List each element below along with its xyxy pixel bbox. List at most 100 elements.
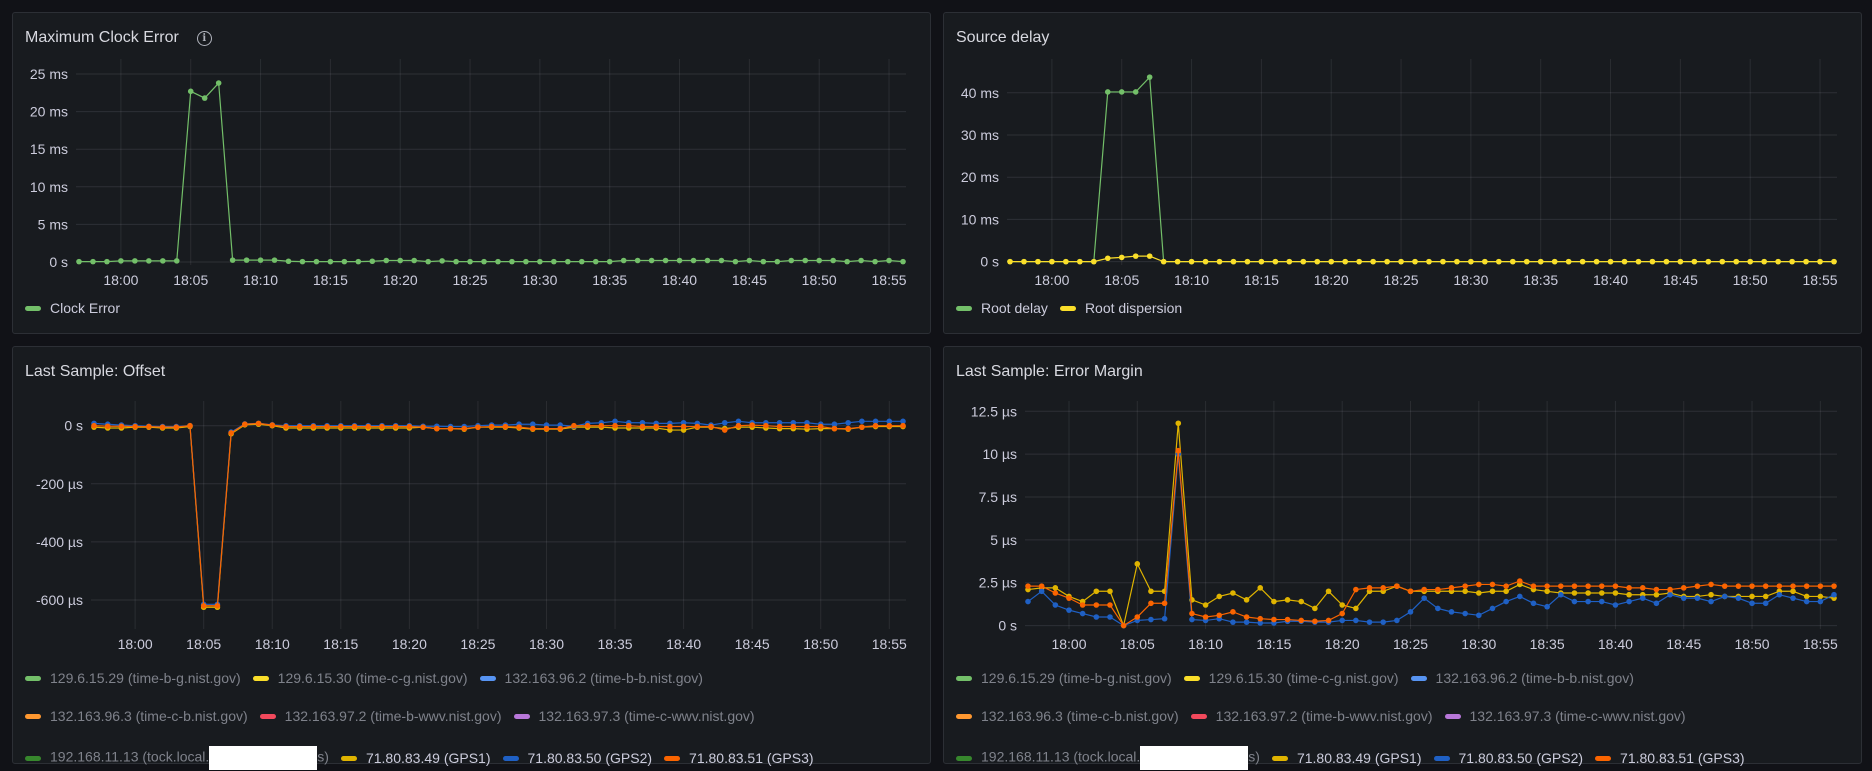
data-point[interactable] (1831, 591, 1837, 598)
data-point[interactable] (1230, 590, 1236, 596)
data-point[interactable] (900, 258, 906, 265)
data-point[interactable] (1776, 591, 1783, 598)
data-point[interactable] (1325, 588, 1332, 595)
data-point[interactable] (425, 258, 431, 265)
data-point[interactable] (690, 257, 697, 264)
data-point[interactable] (1476, 612, 1482, 619)
series-71-80-83-49-gps1-[interactable] (1025, 420, 1837, 629)
data-point[interactable] (214, 602, 221, 609)
data-point[interactable] (76, 258, 82, 265)
data-point[interactable] (1817, 593, 1824, 600)
data-point[interactable] (1516, 578, 1523, 584)
data-point[interactable] (495, 258, 501, 265)
data-point[interactable] (1257, 615, 1264, 622)
data-point[interactable] (1216, 258, 1223, 265)
data-point[interactable] (327, 258, 334, 265)
data-point[interactable] (1677, 258, 1684, 265)
data-point[interactable] (257, 257, 264, 263)
data-point[interactable] (1066, 607, 1072, 613)
data-point[interactable] (858, 257, 864, 264)
data-point[interactable] (1476, 581, 1482, 588)
data-point[interactable] (406, 423, 413, 430)
data-point[interactable] (802, 257, 809, 264)
data-point[interactable] (1174, 258, 1181, 265)
data-point[interactable] (1079, 602, 1086, 608)
data-point[interactable] (1462, 610, 1468, 617)
data-point[interactable] (1104, 89, 1111, 95)
data-point[interactable] (1593, 258, 1600, 265)
data-point[interactable] (1667, 591, 1673, 598)
data-point[interactable] (1454, 258, 1460, 265)
data-point[interactable] (1790, 583, 1796, 589)
data-point[interactable] (1298, 598, 1305, 605)
data-point[interactable] (1038, 588, 1045, 595)
series-71-80-83-51-gps3-[interactable] (1025, 447, 1837, 629)
legend-item[interactable]: 132.163.97.3 (time-c-wwv.nist.gov) (513, 708, 755, 724)
data-point[interactable] (1803, 258, 1809, 265)
data-point[interactable] (1680, 585, 1687, 591)
data-point[interactable] (1571, 583, 1578, 589)
data-point[interactable] (1353, 605, 1359, 612)
legend-item[interactable]: 71.80.83.51 (GPS3) (664, 750, 814, 766)
data-point[interactable] (1325, 617, 1332, 624)
data-point[interactable] (1230, 258, 1237, 265)
data-point[interactable] (187, 88, 194, 95)
data-point[interactable] (1579, 258, 1586, 265)
data-point[interactable] (1649, 258, 1656, 265)
data-point[interactable] (1749, 600, 1755, 607)
legend-item[interactable]: 192.168.11.13 (tock.local. s) (956, 746, 1260, 770)
data-point[interactable] (411, 257, 417, 264)
data-point[interactable] (1188, 258, 1195, 265)
data-point[interactable] (746, 257, 753, 264)
data-point[interactable] (467, 258, 473, 265)
data-point[interactable] (1565, 258, 1572, 265)
data-point[interactable] (1286, 258, 1293, 265)
data-point[interactable] (1803, 598, 1810, 605)
data-point[interactable] (543, 425, 550, 432)
data-point[interactable] (1653, 600, 1660, 607)
data-point[interactable] (676, 257, 683, 264)
data-point[interactable] (397, 257, 404, 264)
data-point[interactable] (1093, 614, 1100, 620)
data-point[interactable] (1775, 258, 1781, 265)
data-point[interactable] (1653, 586, 1660, 593)
data-point[interactable] (1571, 590, 1578, 596)
data-point[interactable] (1189, 616, 1195, 623)
data-point[interactable] (1817, 583, 1824, 589)
data-point[interactable] (242, 421, 248, 428)
data-point[interactable] (662, 257, 669, 264)
data-point[interactable] (721, 419, 728, 426)
data-point[interactable] (1353, 586, 1359, 593)
data-point[interactable] (1509, 258, 1516, 265)
data-point[interactable] (1052, 602, 1059, 608)
data-point[interactable] (584, 422, 591, 429)
data-point[interactable] (816, 257, 823, 264)
data-point[interactable] (1038, 583, 1045, 589)
data-point[interactable] (285, 258, 292, 265)
data-point[interactable] (1635, 258, 1642, 265)
data-point[interactable] (1537, 258, 1544, 265)
info-circle-icon[interactable]: i (196, 30, 212, 46)
data-point[interactable] (565, 258, 571, 265)
data-point[interactable] (1612, 583, 1619, 589)
data-point[interactable] (1421, 586, 1427, 593)
data-point[interactable] (776, 423, 783, 430)
data-point[interactable] (1257, 620, 1264, 626)
data-point[interactable] (735, 418, 742, 425)
data-point[interactable] (1482, 258, 1488, 265)
data-point[interactable] (529, 421, 536, 428)
data-point[interactable] (1503, 588, 1509, 595)
data-point[interactable] (146, 423, 152, 430)
data-point[interactable] (1107, 588, 1113, 595)
data-point[interactable] (845, 425, 851, 432)
data-point[interactable] (1148, 588, 1154, 595)
data-point[interactable] (118, 423, 125, 430)
data-point[interactable] (1370, 258, 1376, 265)
data-point[interactable] (173, 258, 180, 264)
data-point[interactable] (1468, 258, 1474, 265)
series-clock-error[interactable] (76, 80, 906, 265)
data-point[interactable] (1621, 258, 1628, 265)
series-71-80-83-50-gps2-[interactable] (91, 418, 906, 608)
data-point[interactable] (1598, 583, 1605, 589)
data-point[interactable] (1175, 447, 1182, 454)
